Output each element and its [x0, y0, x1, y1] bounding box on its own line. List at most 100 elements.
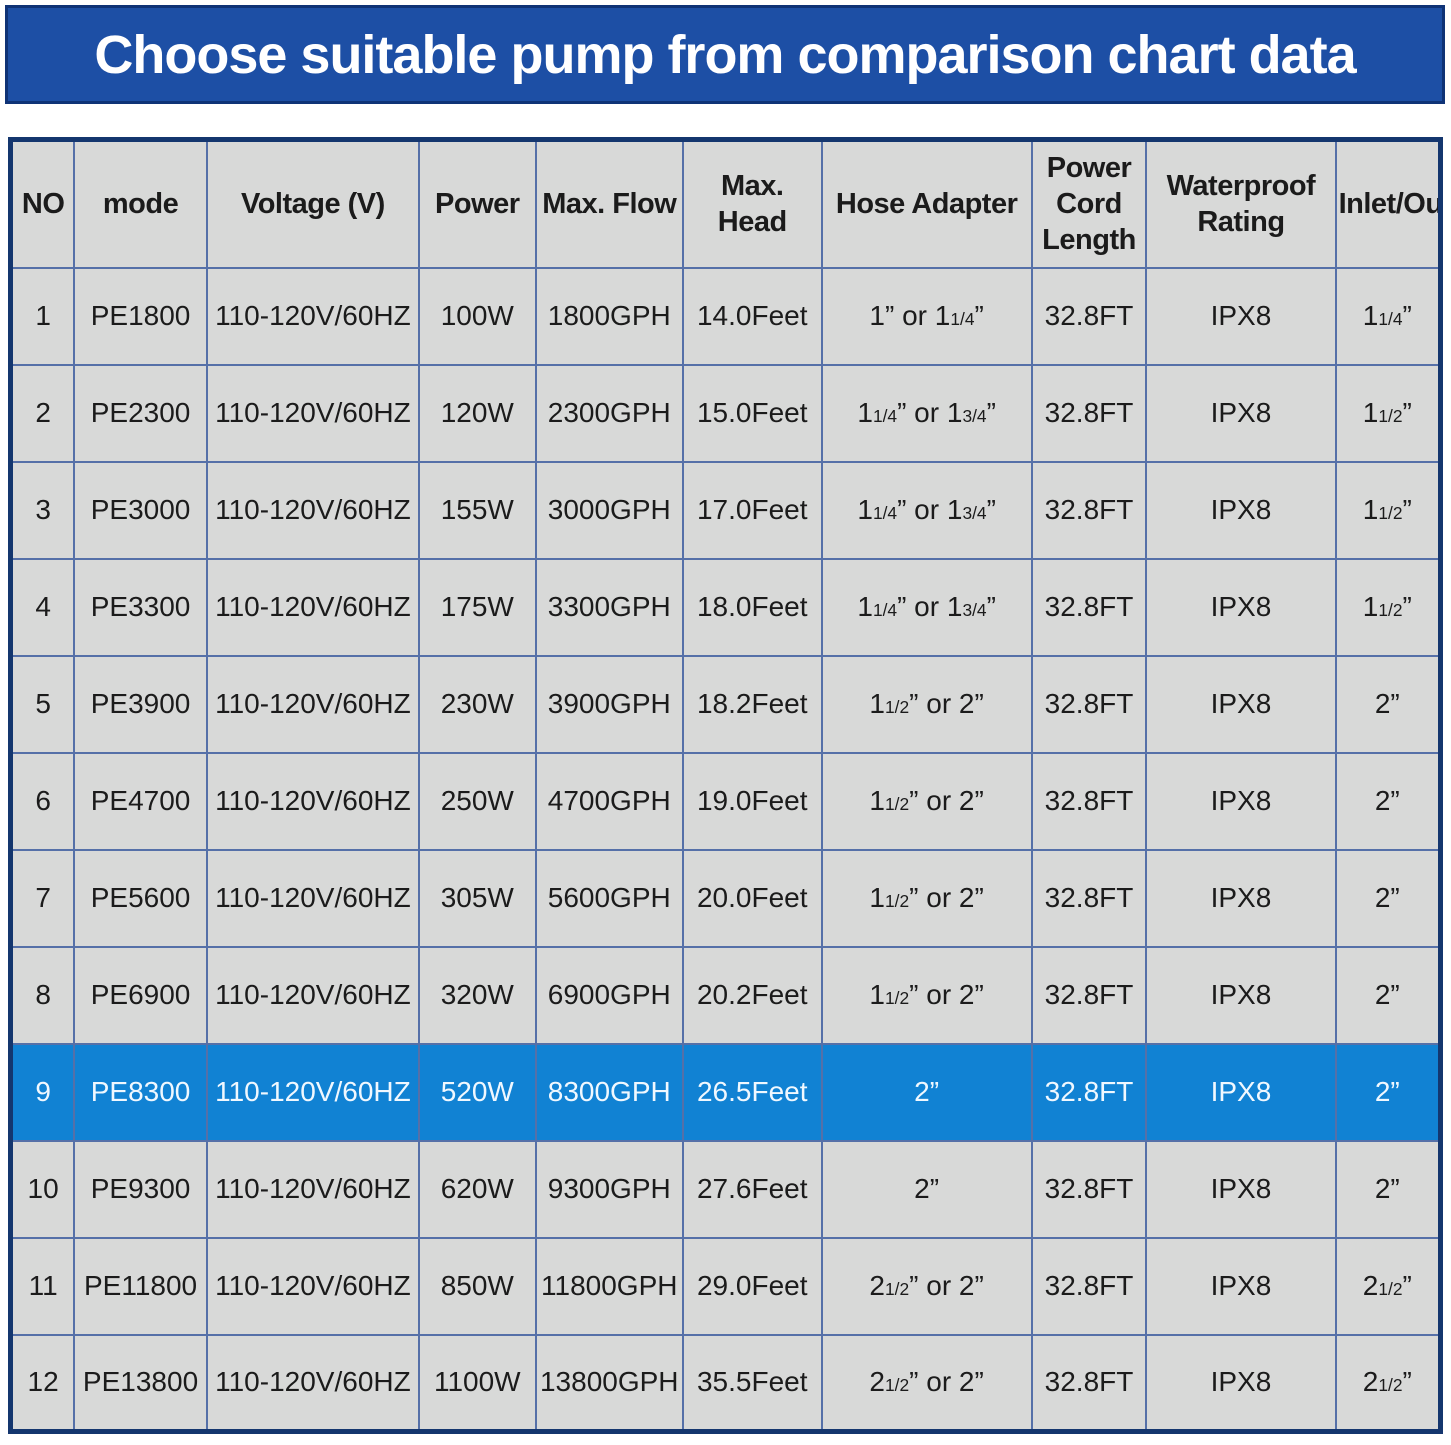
cell-no: 11 [9, 1236, 76, 1336]
table-row-3: 3 PE3000 110-120V/60HZ 155W 3000GPH 17.0Feet 1… [9, 460, 1442, 560]
cell-inlet_outlet: 2” [1334, 945, 1442, 1045]
cell-power_cord_length: 32.8FT [1030, 266, 1148, 366]
cell-voltage: 110-120V/60HZ [205, 1139, 421, 1239]
cell-waterproof_rating: IPX8 [1145, 363, 1337, 463]
cell-mode: PE11800 [73, 1236, 208, 1336]
cell-hose_adapter: 11/4” or 13/4” [820, 363, 1033, 463]
cell-mode: PE4700 [73, 751, 208, 851]
cell-power_cord_length: 32.8FT [1030, 945, 1148, 1045]
cell-inlet_outlet: 11/2” [1334, 363, 1442, 463]
cell-max_flow: 9300GPH [534, 1139, 684, 1239]
page-title: Choose suitable pump from comparison cha… [94, 24, 1356, 85]
cell-max_flow: 3000GPH [534, 460, 684, 560]
cell-max_flow: 13800GPH [534, 1333, 684, 1433]
cell-max_flow: 3300GPH [534, 557, 684, 657]
cell-mode: PE6900 [73, 945, 208, 1045]
table-row-7: 7 PE5600 110-120V/60HZ 305W 5600GPH 20.0Feet 1… [9, 848, 1442, 948]
cell-inlet_outlet: 21/2” [1334, 1333, 1442, 1433]
table-row-5: 5 PE3900 110-120V/60HZ 230W 3900GPH 18.2Feet 1… [9, 654, 1442, 754]
cell-no: 8 [9, 945, 76, 1045]
cell-power_cord_length: 32.8FT [1030, 557, 1148, 657]
table-header-row: NO mode Voltage (V) Power Max. Flow Max. Head… [9, 138, 1442, 269]
cell-max_head: 18.0Feet [681, 557, 823, 657]
cell-max_flow: 2300GPH [534, 363, 684, 463]
table-row-11: 11 PE11800 110-120V/60HZ 850W 11800GPH 29.0Fe… [9, 1236, 1442, 1336]
cell-inlet_outlet: 2” [1334, 1139, 1442, 1239]
cell-power_cord_length: 32.8FT [1030, 363, 1148, 463]
cell-voltage: 110-120V/60HZ [205, 1042, 421, 1142]
cell-inlet_outlet: 2” [1334, 1042, 1442, 1142]
cell-voltage: 110-120V/60HZ [205, 557, 421, 657]
table-row-1: 1 PE1800 110-120V/60HZ 100W 1800GPH 14.0Feet 1… [9, 266, 1442, 366]
cell-no: 2 [9, 363, 76, 463]
cell-waterproof_rating: IPX8 [1145, 266, 1337, 366]
cell-mode: PE2300 [73, 363, 208, 463]
cell-max_head: 27.6Feet [681, 1139, 823, 1239]
cell-inlet_outlet: 11/2” [1334, 557, 1442, 657]
cell-mode: PE3000 [73, 460, 208, 560]
cell-power: 320W [418, 945, 537, 1045]
cell-max_head: 26.5Feet [681, 1042, 823, 1142]
comparison-table-container: NO mode Voltage (V) Power Max. Flow Max. Head… [8, 137, 1443, 1434]
cell-power: 230W [418, 654, 537, 754]
cell-power: 100W [418, 266, 537, 366]
cell-hose_adapter: 21/2” or 2” [820, 1333, 1033, 1433]
cell-no: 3 [9, 460, 76, 560]
cell-no: 10 [9, 1139, 76, 1239]
cell-waterproof_rating: IPX8 [1145, 945, 1337, 1045]
cell-no: 7 [9, 848, 76, 948]
cell-hose_adapter: 11/2” or 2” [820, 848, 1033, 948]
cell-voltage: 110-120V/60HZ [205, 945, 421, 1045]
cell-mode: PE9300 [73, 1139, 208, 1239]
cell-hose_adapter: 21/2” or 2” [820, 1236, 1033, 1336]
cell-inlet_outlet: 11/4” [1334, 266, 1442, 366]
cell-power: 305W [418, 848, 537, 948]
cell-max_flow: 11800GPH [534, 1236, 684, 1336]
cell-waterproof_rating: IPX8 [1145, 654, 1337, 754]
cell-waterproof_rating: IPX8 [1145, 1236, 1337, 1336]
column-header-waterproof_rating: Waterproof Rating [1145, 138, 1337, 269]
cell-mode: PE13800 [73, 1333, 208, 1433]
cell-max_head: 18.2Feet [681, 654, 823, 754]
cell-max_flow: 1800GPH [534, 266, 684, 366]
table-row-12: 12 PE13800 110-120V/60HZ 1100W 13800GPH 35.5F… [9, 1333, 1442, 1433]
cell-no: 6 [9, 751, 76, 851]
cell-max_head: 20.2Feet [681, 945, 823, 1045]
cell-waterproof_rating: IPX8 [1145, 1139, 1337, 1239]
cell-power: 1100W [418, 1333, 537, 1433]
cell-power_cord_length: 32.8FT [1030, 1236, 1148, 1336]
cell-waterproof_rating: IPX8 [1145, 848, 1337, 948]
column-header-max_head: Max. Head [681, 138, 823, 269]
cell-voltage: 110-120V/60HZ [205, 1333, 421, 1433]
cell-mode: PE8300 [73, 1042, 208, 1142]
table-row-4: 4 PE3300 110-120V/60HZ 175W 3300GPH 18.0Feet 1… [9, 557, 1442, 657]
cell-power_cord_length: 32.8FT [1030, 654, 1148, 754]
cell-power_cord_length: 32.8FT [1030, 1042, 1148, 1142]
cell-hose_adapter: 11/2” or 2” [820, 945, 1033, 1045]
column-header-no: NO [9, 138, 76, 269]
cell-no: 5 [9, 654, 76, 754]
column-header-hose_adapter: Hose Adapter [820, 138, 1033, 269]
column-header-power_cord_length: Power Cord Length [1030, 138, 1148, 269]
cell-inlet_outlet: 2” [1334, 751, 1442, 851]
table-row-6: 6 PE4700 110-120V/60HZ 250W 4700GPH 19.0Feet 1… [9, 751, 1442, 851]
cell-no: 4 [9, 557, 76, 657]
cell-hose_adapter: 2” [820, 1139, 1033, 1239]
cell-max_head: 14.0Feet [681, 266, 823, 366]
column-header-max_flow: Max. Flow [534, 138, 684, 269]
cell-waterproof_rating: IPX8 [1145, 460, 1337, 560]
cell-power: 520W [418, 1042, 537, 1142]
cell-inlet_outlet: 21/2” [1334, 1236, 1442, 1336]
cell-inlet_outlet: 2” [1334, 654, 1442, 754]
cell-power_cord_length: 32.8FT [1030, 1333, 1148, 1433]
cell-voltage: 110-120V/60HZ [205, 266, 421, 366]
cell-no: 12 [9, 1333, 76, 1433]
column-header-voltage: Voltage (V) [205, 138, 421, 269]
cell-waterproof_rating: IPX8 [1145, 1333, 1337, 1433]
cell-max_head: 20.0Feet [681, 848, 823, 948]
cell-hose_adapter: 11/4” or 13/4” [820, 557, 1033, 657]
cell-power: 620W [418, 1139, 537, 1239]
cell-hose_adapter: 11/2” or 2” [820, 654, 1033, 754]
cell-max_flow: 6900GPH [534, 945, 684, 1045]
